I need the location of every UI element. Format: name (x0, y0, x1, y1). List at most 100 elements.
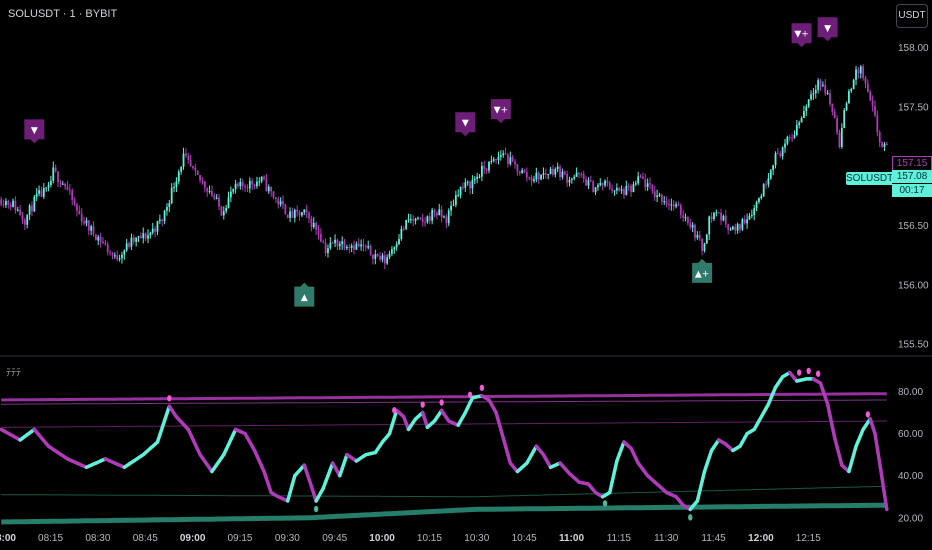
candle-body[interactable] (649, 183, 651, 185)
candle-body[interactable] (23, 219, 26, 225)
candle-body[interactable] (450, 205, 453, 211)
candle-body[interactable] (182, 153, 185, 167)
candle-body[interactable] (630, 185, 632, 193)
candle-body[interactable] (476, 176, 479, 179)
candle-body[interactable] (480, 165, 483, 177)
candle-body[interactable] (26, 214, 29, 225)
candle-body[interactable] (50, 180, 52, 186)
candle-body[interactable] (561, 171, 564, 178)
candle-body[interactable] (594, 187, 597, 193)
candle-body[interactable] (580, 173, 583, 175)
candle-body[interactable] (388, 253, 391, 258)
candle-body[interactable] (774, 153, 777, 166)
candle-body[interactable] (509, 157, 512, 164)
candle-body[interactable] (817, 80, 820, 90)
candle-body[interactable] (679, 205, 682, 215)
buy-signal-marker[interactable]: ▲ (294, 282, 315, 307)
candle-body[interactable] (746, 219, 749, 224)
candle-body[interactable] (471, 180, 474, 189)
candle-body[interactable] (9, 204, 12, 207)
candle-body[interactable] (139, 236, 142, 239)
candle-body[interactable] (147, 235, 149, 239)
candle-body[interactable] (99, 236, 102, 242)
candle-body[interactable] (246, 187, 249, 189)
candle-body[interactable] (7, 201, 10, 205)
candle-body[interactable] (533, 179, 535, 181)
candle-body[interactable] (743, 219, 746, 224)
candle-body[interactable] (282, 201, 284, 205)
candle-body[interactable] (736, 224, 739, 231)
candle-body[interactable] (438, 209, 441, 216)
candle-body[interactable] (845, 103, 848, 111)
candle-body[interactable] (525, 172, 528, 178)
candle-body[interactable] (499, 155, 502, 157)
candle-body[interactable] (426, 216, 429, 223)
candle-body[interactable] (786, 137, 789, 144)
candle-body[interactable] (194, 167, 197, 171)
candle-body[interactable] (651, 184, 654, 192)
candle-body[interactable] (852, 79, 855, 90)
candle-body[interactable] (334, 239, 336, 244)
candle-body[interactable] (59, 182, 62, 185)
candle-body[interactable] (327, 248, 329, 254)
candle-body[interactable] (346, 246, 348, 249)
candle-body[interactable] (592, 181, 595, 193)
candle-body[interactable] (585, 179, 587, 186)
candle-body[interactable] (447, 210, 450, 224)
candle-body[interactable] (33, 196, 36, 212)
candle-body[interactable] (253, 184, 256, 187)
candle-body[interactable] (554, 169, 557, 175)
candle-body[interactable] (729, 229, 732, 231)
candle-body[interactable] (731, 226, 734, 230)
candle-body[interactable] (511, 157, 514, 162)
candle-body[interactable] (42, 187, 45, 197)
candle-body[interactable] (203, 181, 206, 188)
candle-body[interactable] (682, 214, 685, 218)
candle-body[interactable] (383, 255, 386, 264)
candle-body[interactable] (544, 173, 547, 175)
candle-body[interactable] (644, 178, 647, 188)
candle-body[interactable] (331, 242, 334, 244)
candle-body[interactable] (559, 166, 561, 178)
candle-body[interactable] (348, 246, 351, 248)
candle-body[interactable] (857, 69, 860, 74)
candle-body[interactable] (826, 92, 829, 94)
candle-body[interactable] (573, 176, 576, 179)
candle-body[interactable] (722, 215, 725, 221)
candle-body[interactable] (540, 174, 542, 180)
candle-body[interactable] (632, 184, 635, 193)
candle-body[interactable] (599, 182, 602, 186)
candle-body[interactable] (784, 143, 786, 148)
candle-body[interactable] (189, 159, 192, 166)
candle-body[interactable] (563, 171, 566, 175)
candle-body[interactable] (251, 180, 254, 185)
candle-body[interactable] (765, 184, 767, 186)
candle-body[interactable] (715, 212, 718, 214)
candle-body[interactable] (237, 183, 239, 187)
candle-body[interactable] (549, 168, 552, 175)
candle-body[interactable] (192, 165, 194, 168)
candle-body[interactable] (762, 184, 765, 197)
candle-body[interactable] (123, 250, 126, 255)
candle-body[interactable] (769, 170, 772, 179)
candle-body[interactable] (670, 204, 673, 206)
candle-body[interactable] (106, 244, 109, 252)
candle-body[interactable] (710, 216, 713, 220)
sell-signal-marker[interactable]: ▼ (817, 17, 838, 42)
candle-body[interactable] (615, 187, 618, 191)
candle-body[interactable] (810, 94, 812, 100)
candle-body[interactable] (760, 196, 763, 199)
candle-body[interactable] (225, 207, 228, 212)
candle-body[interactable] (597, 185, 599, 188)
candle-body[interactable] (727, 224, 730, 231)
candle-body[interactable] (618, 187, 621, 191)
candle-body[interactable] (724, 215, 727, 225)
candle-body[interactable] (653, 191, 656, 197)
candle-body[interactable] (542, 173, 545, 175)
candle-body[interactable] (755, 202, 758, 209)
candle-body[interactable] (54, 167, 57, 172)
candle-body[interactable] (772, 165, 775, 171)
candle-body[interactable] (341, 241, 344, 245)
candle-body[interactable] (187, 155, 190, 160)
candle-body[interactable] (658, 194, 661, 196)
